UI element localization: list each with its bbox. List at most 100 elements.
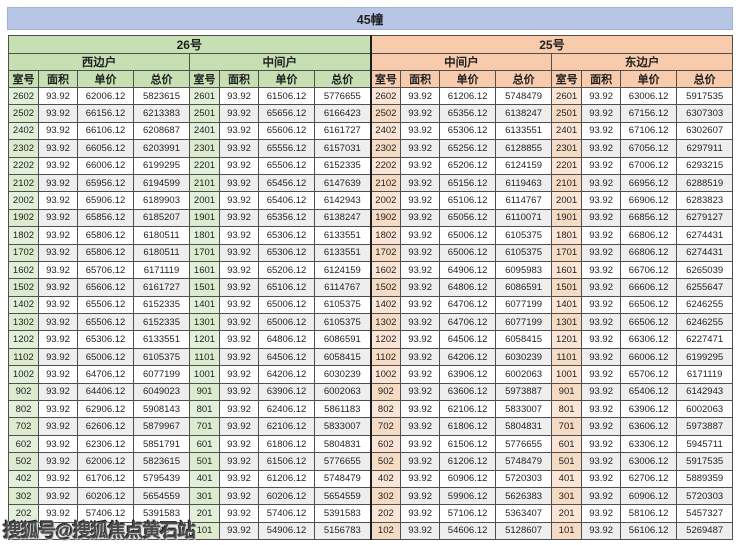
cell-total-price-middle-left: 6152335 [313,156,372,175]
cell-total-price-middle-right: 5626383 [495,486,553,506]
cell-total-price-middle-right: 6138247 [495,104,553,123]
cell-total-price-middle-right: 5720303 [495,469,553,488]
cell-room-east: 101 [551,521,583,541]
col-header-total-price: 总价 [495,70,553,88]
cell-room-west: 602 [8,434,39,454]
cell-room-middle-left: 501 [189,452,220,471]
cell-area-middle-left: 93.92 [219,191,259,210]
cell-room-middle-right: 802 [369,400,402,419]
cell-total-price-east: 5720303 [676,486,734,506]
cell-room-west: 202 [8,504,39,523]
cell-total-price-west: 6199295 [133,156,190,175]
cell-total-price-west: 5654559 [133,486,190,506]
table-row: 1402 93.92 65506.12 6152335 1401 93.92 6… [8,295,734,315]
col-header-room: 室号 [189,70,220,88]
cell-unit-price-east: 67106.12 [620,121,678,141]
table-row: 502 93.92 62006.12 5823615 501 93.92 615… [8,452,734,471]
cell-room-middle-right: 2002 [369,191,402,210]
cell-room-middle-left: 1501 [189,278,220,297]
cell-unit-price-middle-right: 64206.12 [439,347,497,367]
cell-total-price-east: 6297911 [676,139,734,158]
cell-total-price-middle-left: 5804831 [313,434,372,454]
cell-unit-price-middle-left: 65006.12 [258,295,315,315]
cell-area-middle-left: 93.92 [219,226,259,245]
cell-room-east: 201 [551,504,583,523]
cell-area-middle-left: 93.92 [219,86,259,106]
cell-total-price-middle-right: 5973887 [495,382,553,402]
cell-area-middle-right: 93.92 [400,400,441,419]
cell-room-middle-left: 801 [189,400,220,419]
cell-unit-price-middle-left: 61506.12 [258,86,315,106]
cell-area-east: 93.92 [581,400,622,419]
cell-room-middle-left: 1201 [189,330,220,349]
cell-area-east: 93.92 [581,486,622,506]
cell-area-middle-right: 93.92 [400,486,441,506]
group-header-middle-right: 中间户 [369,53,553,71]
cell-total-price-middle-left: 6086591 [313,330,372,349]
cell-unit-price-west: 62306.12 [77,434,134,454]
column-header-row: 室号 面积 单价 总价 室号 面积 单价 总价 室号 面积 单价 总价 室号 面… [8,70,734,88]
cell-area-middle-right: 93.92 [400,469,441,488]
cell-unit-price-east: 66606.12 [620,278,678,297]
cell-room-middle-left: 2201 [189,156,220,175]
cell-unit-price-middle-right: 65256.12 [439,139,497,158]
cell-room-middle-left: 1401 [189,295,220,315]
group-header-east: 东边户 [551,53,734,71]
cell-unit-price-west: 62906.12 [77,400,134,419]
cell-total-price-middle-left: 6142943 [313,191,372,210]
cell-room-west: 1502 [8,278,39,297]
cell-total-price-west: 6105375 [133,347,190,367]
table-row: 602 93.92 62306.12 5851791 601 93.92 618… [8,434,734,454]
cell-room-west: 2302 [8,139,39,158]
building-header-26: 26号 [7,35,372,54]
cell-total-price-east: 5889359 [676,469,734,488]
cell-total-price-west: 6133551 [133,330,190,349]
col-header-room: 室号 [8,70,39,88]
cell-unit-price-east: 66006.12 [620,347,678,367]
cell-room-middle-right: 1602 [369,260,402,280]
col-header-unit-price: 单价 [439,70,497,88]
cell-room-middle-left: 601 [189,434,220,454]
cell-total-price-middle-right: 6110071 [495,208,553,228]
cell-area-east: 93.92 [581,504,622,523]
cell-unit-price-middle-left: 64506.12 [258,347,315,367]
cell-unit-price-west: 65906.12 [77,191,134,210]
cell-area-middle-left: 93.92 [219,278,259,297]
cell-area-middle-left: 93.92 [219,434,259,454]
cell-area-east: 93.92 [581,243,622,262]
cell-unit-price-west: 65606.12 [77,278,134,297]
cell-unit-price-middle-left: 65406.12 [258,191,315,210]
cell-total-price-west: 6152335 [133,313,190,332]
cell-area-west: 93.92 [38,139,78,158]
cell-total-price-middle-left: 6166423 [313,104,372,123]
cell-room-west: 2402 [8,121,39,141]
cell-unit-price-middle-left: 65556.12 [258,139,315,158]
cell-area-middle-right: 93.92 [400,521,441,541]
cell-room-west: 1202 [8,330,39,349]
cell-area-middle-right: 93.92 [400,226,441,245]
cell-total-price-middle-right: 6077199 [495,295,553,315]
cell-unit-price-west: 66156.12 [77,104,134,123]
cell-unit-price-west: 61706.12 [77,469,134,488]
cell-total-price-middle-right: 6124159 [495,156,553,175]
cell-total-price-middle-left: 5748479 [313,469,372,488]
col-header-area: 面积 [219,70,259,88]
cell-area-middle-right: 93.92 [400,365,441,384]
cell-total-price-west: 6180511 [133,243,190,262]
cell-area-west: 93.92 [38,469,78,488]
cell-unit-price-middle-left: 65206.12 [258,260,315,280]
cell-total-price-middle-right: 5833007 [495,400,553,419]
cell-area-west: 93.92 [38,452,78,471]
cell-room-west: 702 [8,417,39,436]
cell-total-price-middle-right: 6058415 [495,330,553,349]
cell-unit-price-east: 66806.12 [620,243,678,262]
cell-room-east: 1201 [551,330,583,349]
cell-room-middle-left: 301 [189,486,220,506]
cell-area-west: 93.92 [38,365,78,384]
cell-total-price-east: 5917535 [676,452,734,471]
cell-room-east: 501 [551,452,583,471]
cell-unit-price-middle-right: 65206.12 [439,156,497,175]
cell-area-east: 93.92 [581,191,622,210]
cell-total-price-east: 6199295 [676,347,734,367]
cell-room-west [8,521,39,541]
